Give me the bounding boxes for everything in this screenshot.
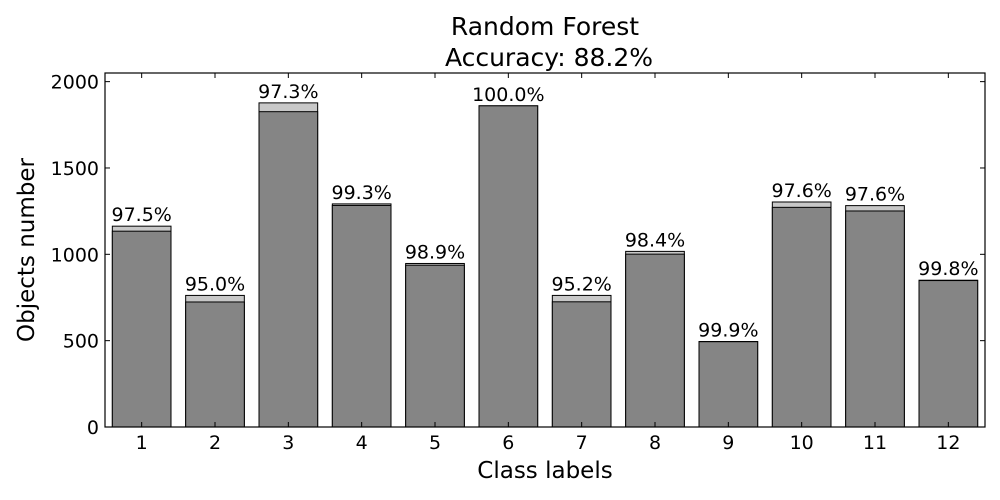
bar-correct-class-12 xyxy=(918,280,979,428)
data-label-class-1: 97.5% xyxy=(111,204,171,226)
bar-correct-class-1 xyxy=(111,230,172,428)
x-axis-label: Class labels xyxy=(477,458,612,484)
bar-correct-class-11 xyxy=(845,210,905,428)
bar-correct-class-5 xyxy=(405,264,465,428)
data-label-class-6: 100.0% xyxy=(472,84,544,106)
data-label-class-4: 99.3% xyxy=(331,182,391,204)
x-axis-ticks: 1 2 3 4 5 6 7 8 9 10 11 12 xyxy=(136,73,960,454)
data-label-class-5: 98.9% xyxy=(405,241,465,263)
data-label-class-3: 97.3% xyxy=(258,81,318,103)
bar-correct-class-6 xyxy=(478,105,539,428)
data-label-class-7: 95.2% xyxy=(551,273,611,295)
y-tick-label: 1500 xyxy=(51,158,99,180)
plot-area-frame xyxy=(104,72,986,428)
data-labels-layer: 97.5% 95.0% 97.3% 99.3% 98.9% 100.0% 95.2% 98.4… xyxy=(111,81,978,342)
bar-correct-class-2 xyxy=(185,301,245,428)
data-label-class-11: 97.6% xyxy=(845,184,905,206)
bar-correct-class-7 xyxy=(551,301,612,428)
y-tick-label: 0 xyxy=(87,417,99,439)
bar-correct-class-4 xyxy=(331,204,392,428)
data-label-class-10: 97.6% xyxy=(771,180,831,202)
x-tick-label: 3 xyxy=(282,432,294,454)
y-axis-ticks: 0 500 1000 1500 2000 xyxy=(51,72,985,439)
bar-correct-class-10 xyxy=(771,206,832,428)
data-label-class-2: 95.0% xyxy=(185,273,245,295)
data-label-class-9: 99.9% xyxy=(698,320,758,342)
x-tick-label: 7 xyxy=(576,432,588,454)
y-tick-label: 1000 xyxy=(51,244,99,266)
y-tick-label: 500 xyxy=(63,331,99,353)
x-tick-label: 9 xyxy=(722,432,734,454)
bar-correct-class-3 xyxy=(258,111,319,428)
x-tick-label: 10 xyxy=(790,432,814,454)
data-label-class-12: 99.8% xyxy=(918,258,978,280)
y-tick-label: 2000 xyxy=(51,72,99,94)
x-tick-label: 5 xyxy=(429,432,441,454)
bars-layer xyxy=(111,102,979,428)
x-tick-label: 1 xyxy=(136,432,148,454)
x-tick-label: 12 xyxy=(936,432,960,454)
x-tick-label: 2 xyxy=(209,432,221,454)
x-tick-label: 11 xyxy=(863,432,887,454)
bar-correct-class-9 xyxy=(698,341,759,428)
x-tick-label: 4 xyxy=(356,432,368,454)
chart-subtitle: Accuracy: 88.2% xyxy=(445,43,653,72)
x-tick-label: 6 xyxy=(502,432,514,454)
x-tick-label: 8 xyxy=(649,432,661,454)
chart-title: Random Forest xyxy=(451,12,639,41)
data-label-class-8: 98.4% xyxy=(625,229,685,251)
bar-correct-class-8 xyxy=(625,253,685,428)
y-axis-label: Objects number xyxy=(14,157,40,342)
